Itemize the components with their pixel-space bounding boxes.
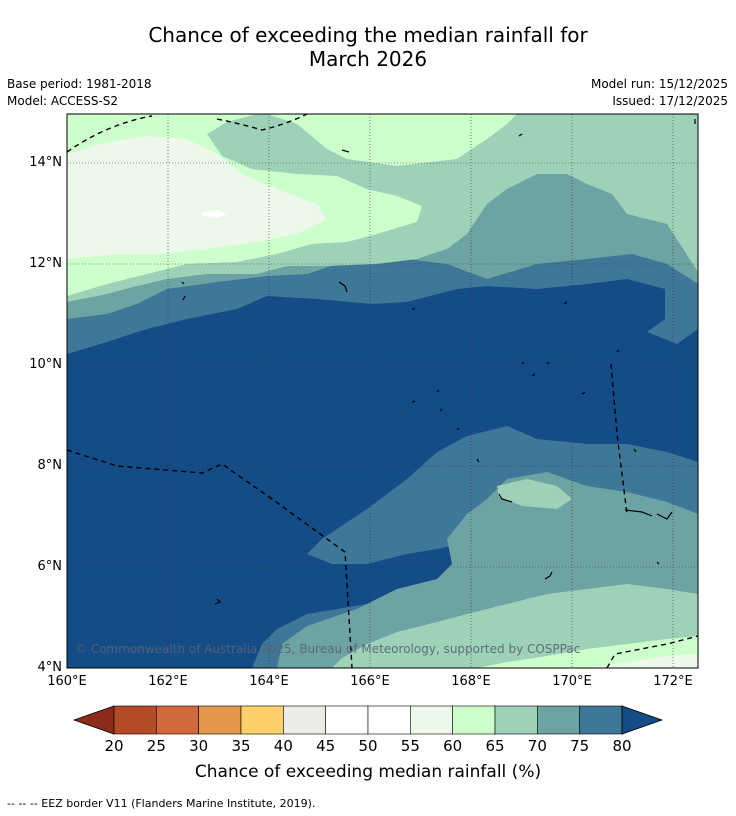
band-50-spot <box>202 210 227 218</box>
colorbar-tick-label: 25 <box>146 737 166 755</box>
colorbar-tick-label: 20 <box>104 737 124 755</box>
colorbar-tick-label: 40 <box>273 737 293 755</box>
colorbar-segment <box>410 705 453 735</box>
band-65-blob <box>497 479 572 509</box>
copyright-notice: © Commonwealth of Australia 2025, Bureau… <box>75 642 581 656</box>
chart-title-line2: March 2026 <box>308 47 428 71</box>
colorbar-segment <box>283 705 326 735</box>
gridlines <box>67 114 698 668</box>
lon-tick-label: 172°E <box>653 674 693 689</box>
colorbar-tick-label: 50 <box>358 737 378 755</box>
map-svg <box>67 114 698 668</box>
base-period: Base period: 1981-2018 <box>7 77 152 91</box>
colorbar-title: Chance of exceeding median rainfall (%) <box>194 762 542 782</box>
colorbar-tick-label: 80 <box>612 737 632 755</box>
map-panel <box>67 114 698 668</box>
lon-tick-label: 164°E <box>249 674 289 689</box>
eez-legend-note: -- -- -- EEZ border V11 (Flanders Marine… <box>7 797 316 810</box>
lon-tick-label: 162°E <box>148 674 188 689</box>
eez-borders <box>67 114 698 668</box>
colorbar-tick-label: 70 <box>527 737 547 755</box>
issued-date: Issued: 17/12/2025 <box>612 94 728 108</box>
colorbar-segment <box>579 705 623 735</box>
colorbar-tick-label: 60 <box>443 737 463 755</box>
lon-tick-label: 166°E <box>350 674 390 689</box>
model-run: Model run: 15/12/2025 <box>590 77 728 91</box>
colorbar-tick-label: 30 <box>189 737 209 755</box>
colorbar-segment <box>198 705 242 735</box>
colorbar-tick-label: 65 <box>485 737 505 755</box>
band-60 <box>67 114 517 166</box>
model-name: Model: ACCESS-S2 <box>7 94 119 108</box>
lon-tick-label: 170°E <box>552 674 592 689</box>
colorbar-tick-label: 35 <box>231 737 251 755</box>
colorbar-segment <box>113 705 157 735</box>
lat-tick-label: 14°N <box>29 155 62 170</box>
lon-tick-label: 160°E <box>47 674 87 689</box>
colorbar-tick-label: 75 <box>570 737 590 755</box>
map-border <box>66 113 699 669</box>
lat-tick-label: 4°N <box>37 660 63 675</box>
colorbar-tick-label: 55 <box>400 737 420 755</box>
colorbar-tick-label: 45 <box>316 737 336 755</box>
colorbar-segment <box>494 705 538 735</box>
lat-tick-label: 8°N <box>37 458 63 473</box>
colorbar-segment <box>156 705 199 735</box>
lat-tick-label: 10°N <box>29 357 62 372</box>
lat-tick-label: 6°N <box>37 559 63 574</box>
colorbar-segment <box>452 705 496 735</box>
colorbar <box>72 705 664 735</box>
chart-title-line1: Chance of exceeding the median rainfall … <box>148 23 588 47</box>
islands <box>181 119 696 605</box>
band-55 <box>67 136 327 259</box>
colorbar-segment <box>240 705 284 735</box>
colorbar-extend-low <box>72 705 115 735</box>
colorbar-segment <box>537 705 580 735</box>
lat-tick-label: 12°N <box>29 256 62 271</box>
colorbar-extend-high <box>621 705 664 735</box>
colorbar-segment <box>367 705 411 735</box>
colorbar-segment <box>325 705 369 735</box>
band-55-lower <box>587 654 698 668</box>
lon-tick-label: 168°E <box>451 674 491 689</box>
